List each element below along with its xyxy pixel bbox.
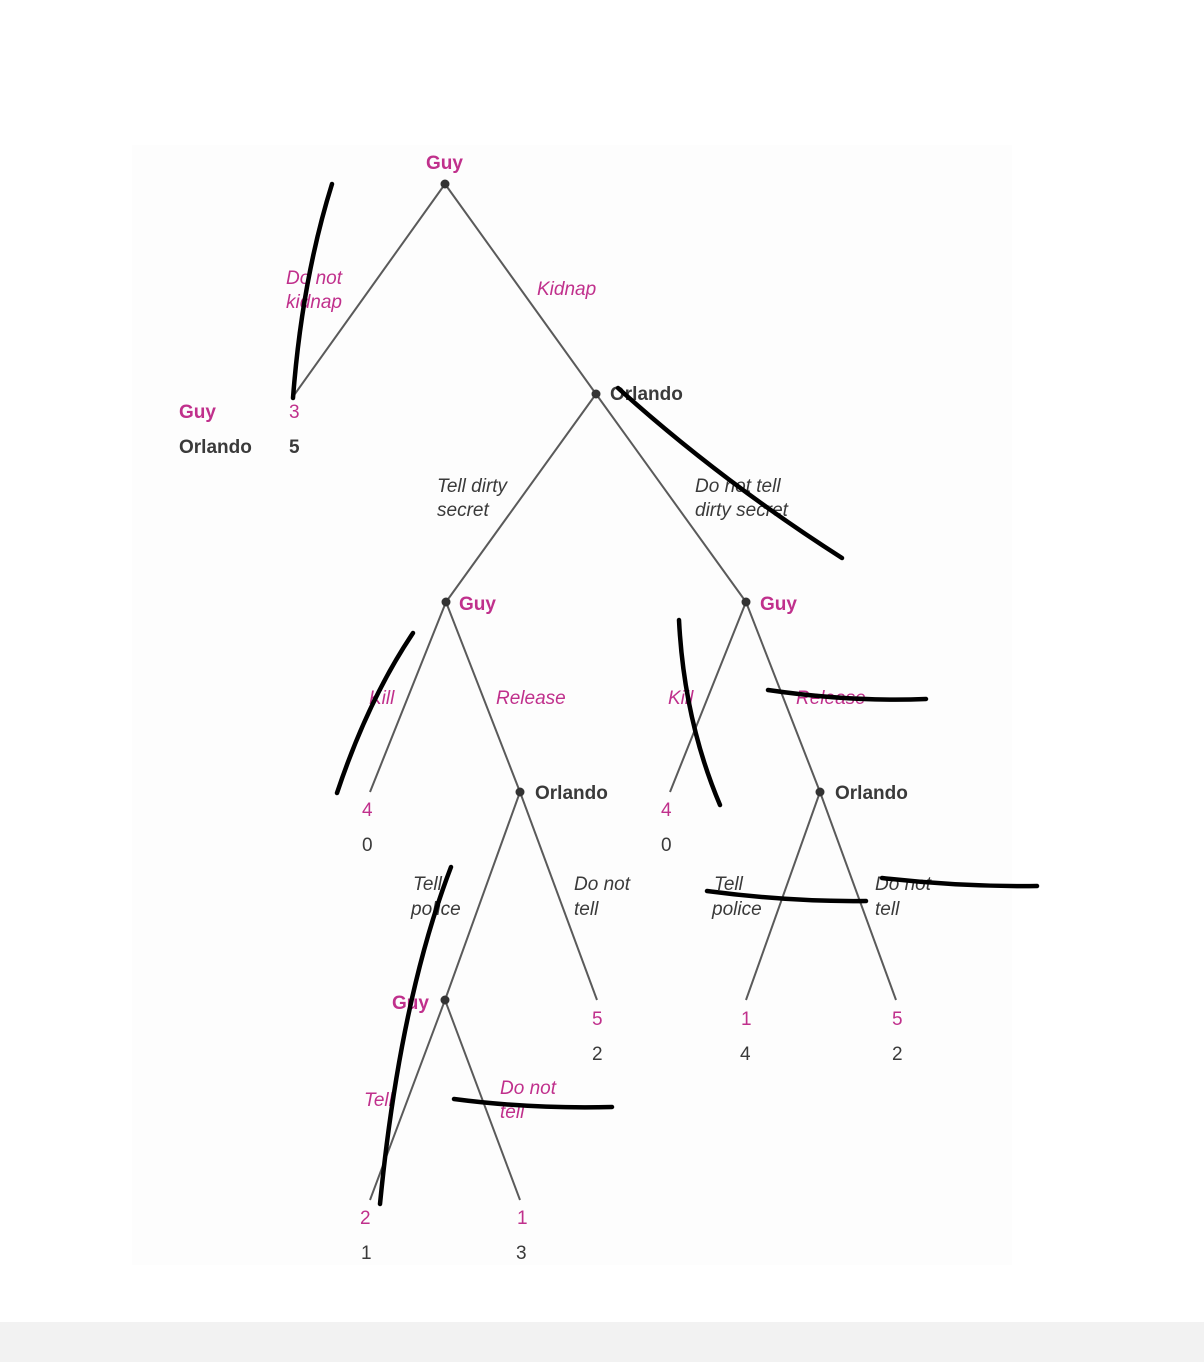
payoff-not-tell-c-guy: 1 bbox=[517, 1208, 528, 1229]
payoff-tell-c-guy: 2 bbox=[360, 1208, 371, 1229]
pruning-mark-no-secret bbox=[615, 385, 845, 561]
edge-tell-secret bbox=[445, 393, 597, 603]
action-kidnap: Kidnap bbox=[537, 279, 596, 300]
action-do-not-kidnap-line1: Do not bbox=[286, 268, 343, 289]
pruning-mark-kill-a bbox=[334, 630, 416, 796]
payoff-tell-police-b-guy: 1 bbox=[741, 1009, 752, 1030]
node-label-tell-secret: Guy bbox=[459, 594, 496, 615]
action-not-tell-c-line1: Do not bbox=[500, 1078, 557, 1099]
payoff-not-tell-c-orlando: 3 bbox=[516, 1243, 527, 1264]
edge-release-a bbox=[445, 601, 521, 793]
pruning-mark-not-tell-c bbox=[451, 1096, 615, 1110]
action-release-a: Release bbox=[496, 688, 566, 709]
edge-not-tell-a bbox=[519, 791, 598, 1001]
paper-background bbox=[132, 145, 1012, 1265]
action-tell-police-b-line1: Tell bbox=[714, 874, 744, 895]
handwritten-pruning-marks bbox=[290, 181, 1040, 1207]
node-label-root: Guy bbox=[426, 153, 463, 174]
node-root bbox=[440, 179, 450, 189]
pruning-mark-tell-police-b bbox=[704, 888, 869, 904]
edge-tell-police-b bbox=[745, 791, 821, 1001]
edge-not-tell-b bbox=[819, 791, 897, 1001]
payoff-kill-b-guy: 4 bbox=[661, 800, 672, 821]
payoff-kill-b-orlando: 0 bbox=[661, 835, 672, 856]
node-label-no-secret: Guy bbox=[760, 594, 797, 615]
edge-release-b bbox=[745, 601, 821, 793]
action-tell-c: Tell bbox=[364, 1090, 394, 1111]
legend-guy: Guy bbox=[179, 402, 216, 423]
pruning-mark-do-not-kidnap bbox=[290, 181, 335, 401]
node-tell-police bbox=[440, 995, 450, 1005]
action-tell-secret-line1: Tell dirty bbox=[437, 476, 509, 497]
payoff-tell-c-orlando: 1 bbox=[361, 1243, 372, 1264]
payoff-kill-a-orlando: 0 bbox=[362, 835, 373, 856]
action-not-tell-a-line1: Do not bbox=[574, 874, 631, 895]
action-tell-secret-line2: secret bbox=[437, 500, 489, 521]
action-tell-police-a-line1: Tell bbox=[413, 874, 443, 895]
legend-orlando: Orlando bbox=[179, 437, 252, 458]
node-no-secret bbox=[741, 597, 751, 607]
edge-kill-b bbox=[669, 601, 747, 793]
node-kidnap bbox=[591, 389, 601, 399]
payoff-not-tell-b-guy: 5 bbox=[892, 1009, 903, 1030]
node-label-release-b: Orlando bbox=[835, 783, 908, 804]
edge-do-not-kidnap bbox=[291, 183, 446, 399]
payoff-no-kidnap-orlando: 5 bbox=[289, 437, 300, 458]
edge-not-tell-c bbox=[444, 999, 521, 1201]
edge-no-secret bbox=[595, 393, 747, 603]
edge-kidnap bbox=[444, 183, 597, 395]
pruning-mark-kill-b bbox=[676, 617, 723, 808]
node-release-b bbox=[815, 787, 825, 797]
action-not-tell-b-line2: tell bbox=[875, 899, 900, 920]
payoff-not-tell-a-orlando: 2 bbox=[592, 1044, 603, 1065]
pruning-mark-not-tell-b bbox=[879, 875, 1040, 889]
node-tell-secret bbox=[441, 597, 451, 607]
node-release-a bbox=[515, 787, 525, 797]
tree-edges bbox=[291, 183, 897, 1201]
action-tell-police-b-line2: police bbox=[711, 899, 762, 920]
payoff-no-kidnap-guy: 3 bbox=[289, 402, 300, 423]
node-label-kidnap: Orlando bbox=[610, 384, 683, 405]
action-not-tell-a-line2: tell bbox=[574, 899, 599, 920]
action-do-not-kidnap-line2: kidnap bbox=[286, 292, 342, 313]
decision-nodes bbox=[440, 179, 825, 1005]
node-label-release-a: Orlando bbox=[535, 783, 608, 804]
payoff-tell-police-b-orlando: 4 bbox=[740, 1044, 751, 1065]
edge-tell-police-a bbox=[444, 791, 521, 1001]
edge-kill-a bbox=[369, 601, 447, 793]
payoff-kill-a-guy: 4 bbox=[362, 800, 373, 821]
viewer-bottom-bar bbox=[0, 1322, 1204, 1362]
pruning-mark-release-b bbox=[765, 687, 929, 702]
pruning-mark-tell-police-a bbox=[377, 864, 454, 1207]
payoff-not-tell-b-orlando: 2 bbox=[892, 1044, 903, 1065]
payoff-not-tell-a-guy: 5 bbox=[592, 1009, 603, 1030]
